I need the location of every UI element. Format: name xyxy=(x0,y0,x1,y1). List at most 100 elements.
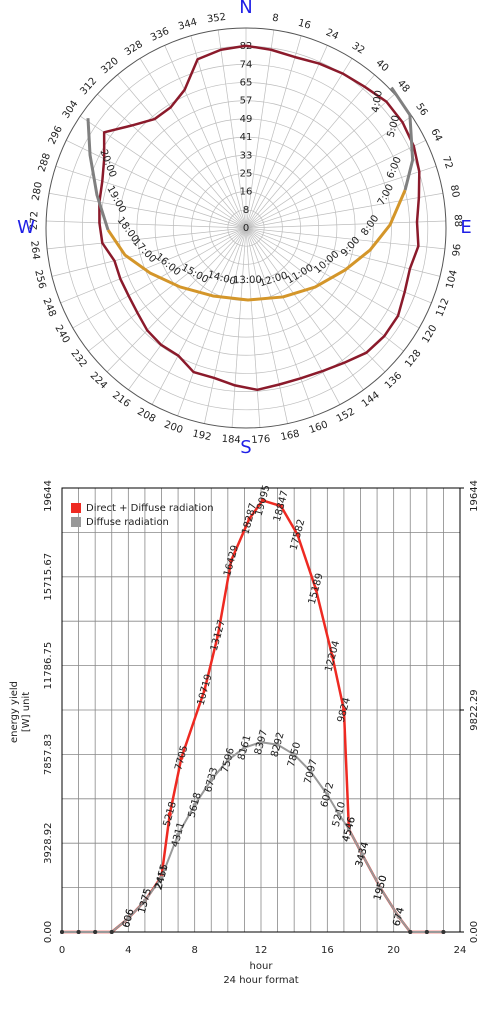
spoke xyxy=(55,165,247,229)
plot-frame xyxy=(61,487,461,933)
spoke xyxy=(245,45,328,229)
azimuth-label: 312 xyxy=(78,76,99,98)
y2-tick-label: 0.00 xyxy=(469,921,480,943)
point xyxy=(424,930,429,934)
azimuth-label: 136 xyxy=(383,370,404,391)
point xyxy=(242,745,247,750)
spoke xyxy=(79,115,247,229)
x-tick-label: 8 xyxy=(191,945,197,956)
spoke xyxy=(245,220,446,229)
x-tick-label: 12 xyxy=(255,945,268,956)
outer-ring xyxy=(45,27,447,429)
y-tick-label: 19644.58 xyxy=(43,464,54,512)
data-label: 10719 xyxy=(196,673,215,707)
spoke xyxy=(46,220,247,229)
azimuth-label: 144 xyxy=(360,390,382,410)
azimuth-label: 96 xyxy=(451,243,463,257)
spoke xyxy=(106,227,247,373)
azimuth-label: 24 xyxy=(324,27,340,42)
compass-label: N xyxy=(239,0,252,18)
data-label: 8161 xyxy=(236,734,253,761)
data-label: 1375 xyxy=(137,887,154,914)
point xyxy=(441,930,446,934)
azimuth-label: 304 xyxy=(61,99,81,121)
azimuth-label: 120 xyxy=(420,323,439,345)
point xyxy=(346,827,351,832)
point xyxy=(378,885,383,890)
azimuth-label: 112 xyxy=(434,297,451,319)
x-axis-label: 24 hour format xyxy=(223,975,298,986)
radial-label: 65 xyxy=(240,78,253,89)
azimuth-label: 56 xyxy=(413,101,429,118)
azimuth-label: 216 xyxy=(110,390,132,410)
azimuth-label: 168 xyxy=(280,428,301,443)
spoke xyxy=(245,35,302,229)
y-axis-label: energy yield xyxy=(9,681,20,743)
spoke xyxy=(245,227,432,304)
azimuth-label: 280 xyxy=(31,181,45,202)
azimuth-label: 40 xyxy=(374,58,391,75)
series-line xyxy=(62,741,444,933)
azimuth-label: 320 xyxy=(99,56,121,77)
spoke xyxy=(231,227,247,428)
point xyxy=(341,707,346,712)
point xyxy=(192,803,197,808)
azimuth-label: 288 xyxy=(37,152,53,174)
y-tick-label: 0.00 xyxy=(43,921,54,943)
azimuth-label: 8 xyxy=(272,13,280,25)
azimuth-label: 200 xyxy=(162,419,184,436)
x-tick-label: 16 xyxy=(321,945,334,956)
spoke xyxy=(60,227,247,304)
hour-label: 9:00 xyxy=(339,235,362,259)
data-label: 12204 xyxy=(323,640,342,674)
hour-label: 14:00 xyxy=(206,269,237,287)
radial-label: 16 xyxy=(240,187,253,198)
azimuth-label: 104 xyxy=(445,269,460,290)
point xyxy=(360,852,365,857)
ring xyxy=(118,100,374,356)
hour-label: 12:00 xyxy=(258,270,289,289)
azimuth-label: 224 xyxy=(88,370,109,391)
data-label: 19095 xyxy=(254,484,273,518)
data-label: 6733 xyxy=(203,766,220,793)
azimuth-label: 248 xyxy=(40,297,57,319)
azimuth-label: 48 xyxy=(395,78,412,95)
spoke xyxy=(66,140,247,229)
y-axis-label: [W] unit xyxy=(21,692,32,732)
azimuth-label: 344 xyxy=(177,17,198,33)
legend-label: Diffuse radiation xyxy=(86,517,169,528)
azimuth-label: 72 xyxy=(440,155,454,171)
radial-label: 74 xyxy=(240,59,253,70)
azimuth-label: 152 xyxy=(335,406,357,425)
point xyxy=(209,777,214,782)
sun-path xyxy=(106,189,407,302)
spoke xyxy=(47,227,247,250)
point xyxy=(275,742,280,747)
spoke xyxy=(117,74,247,229)
hour-label: 10:00 xyxy=(312,249,341,276)
spoke xyxy=(48,192,247,229)
data-label: 606 xyxy=(121,908,137,929)
point xyxy=(202,687,207,692)
point xyxy=(325,792,330,797)
azimuth-label: 64 xyxy=(428,127,443,143)
azimuth-label: 256 xyxy=(32,269,47,290)
data-label: 674 xyxy=(391,906,407,927)
azimuth-label: 192 xyxy=(191,428,212,443)
azimuth-label: 264 xyxy=(28,240,41,260)
x-tick-label: 20 xyxy=(387,945,400,956)
point xyxy=(109,930,114,934)
spoke xyxy=(245,227,441,277)
hour-label: 8:00 xyxy=(359,213,381,238)
hour-label: 11:00 xyxy=(285,263,315,287)
series-line xyxy=(62,499,444,934)
spoke xyxy=(245,115,413,229)
azimuth-label: 16 xyxy=(297,18,312,32)
data-label: 7705 xyxy=(173,744,190,771)
point xyxy=(176,832,181,837)
azimuth-label: 184 xyxy=(221,434,241,446)
azimuth-label: 176 xyxy=(251,434,271,446)
azimuth-label: 296 xyxy=(47,124,65,146)
spoke xyxy=(204,227,247,424)
